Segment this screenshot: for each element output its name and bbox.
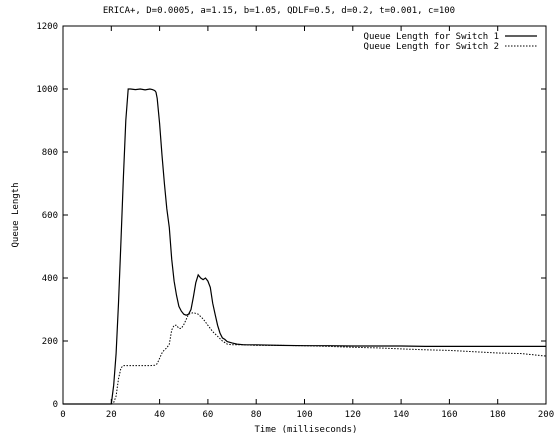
x-tick-label: 140	[393, 410, 409, 420]
series-layer	[63, 88, 547, 405]
x-tick-label: 120	[345, 410, 361, 420]
x-axis: 0 20 40 60 80 100 120 140 160 180 200	[60, 26, 554, 420]
y-tick-label: 1200	[36, 22, 58, 32]
y-axis-label: Queue Length	[11, 182, 21, 247]
y-axis: 0 200 400 600 800 1000 1200	[36, 22, 546, 410]
x-tick-label: 160	[441, 410, 457, 420]
chart-title: ERICA+, D=0.0005, a=1.15, b=1.05, QDLF=0…	[103, 6, 455, 16]
x-tick-label: 20	[106, 410, 117, 420]
legend-label-switch-2: Queue Length for Switch 2	[364, 42, 499, 52]
x-tick-label: 60	[202, 410, 213, 420]
x-axis-label: Time (milliseconds)	[255, 425, 358, 435]
legend-label-switch-1: Queue Length for Switch 1	[364, 32, 499, 42]
x-tick-label: 100	[296, 410, 312, 420]
y-tick-label: 1000	[36, 85, 58, 95]
y-tick-label: 0	[53, 400, 58, 410]
x-tick-label: 180	[490, 410, 506, 420]
x-tick-label: 0	[60, 410, 65, 420]
x-tick-label: 40	[154, 410, 165, 420]
series-line-switch-1	[63, 88, 546, 405]
x-tick-label: 200	[538, 410, 554, 420]
y-tick-label: 800	[42, 148, 58, 158]
series-line-switch-2	[63, 312, 547, 405]
x-tick-label: 80	[251, 410, 262, 420]
y-tick-label: 400	[42, 274, 58, 284]
y-tick-label: 200	[42, 337, 58, 347]
plot-frame	[62, 25, 547, 405]
y-tick-label: 600	[42, 211, 58, 221]
